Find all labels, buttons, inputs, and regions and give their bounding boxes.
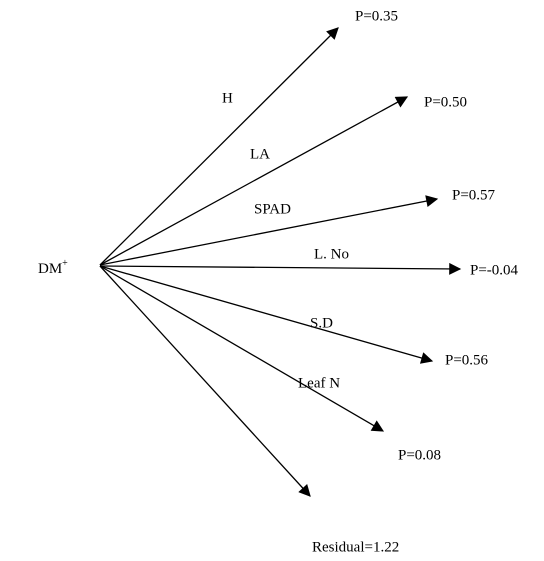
path-label: H xyxy=(222,90,233,106)
path-coefficient: P=0.57 xyxy=(452,187,496,203)
residual-label: Residual=1.22 xyxy=(312,539,399,555)
source-name: DM xyxy=(38,261,62,277)
path-label: LA xyxy=(250,146,270,162)
arrow-spad xyxy=(99,195,439,266)
path-coefficient: P=0.56 xyxy=(445,352,489,368)
arrow-sd xyxy=(99,265,434,364)
arrow-la xyxy=(99,96,409,266)
path-coefficient: P=0.35 xyxy=(355,8,398,24)
path-label: L. No xyxy=(314,246,349,262)
path-label: Leaf N xyxy=(298,375,340,391)
arrow-lno xyxy=(99,262,462,275)
path-label: SPAD xyxy=(254,201,291,217)
arrow-leafn xyxy=(99,265,385,432)
source-label: DM+ xyxy=(38,258,68,277)
path-coefficient: P=0.50 xyxy=(424,94,467,110)
arrow-h xyxy=(99,27,339,266)
path-label: S.D xyxy=(310,315,333,331)
source-superscript: + xyxy=(62,258,68,269)
arrows xyxy=(99,27,462,497)
path-coefficient: P=-0.04 xyxy=(470,262,519,278)
arrow-residual xyxy=(99,265,311,497)
path-coefficient: P=0.08 xyxy=(398,447,441,463)
